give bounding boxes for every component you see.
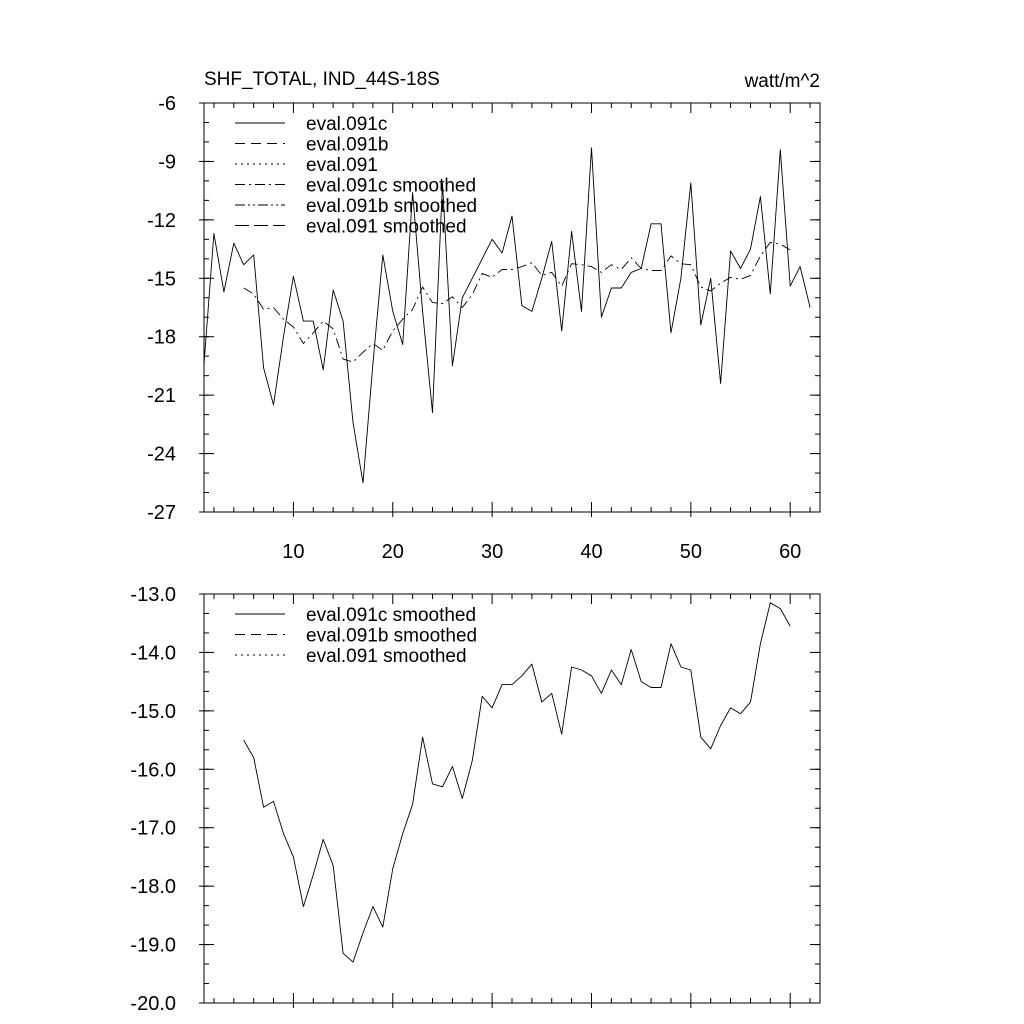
y-tick-label: -15 [147, 268, 176, 290]
y-tick-label: -15.0 [130, 701, 176, 723]
plot-frame [203, 593, 821, 1004]
legend-label: eval.091b [306, 135, 388, 156]
y-tick-label: -16.0 [130, 759, 176, 781]
y-tick-label: -6 [158, 93, 176, 115]
y-tick-label: -24 [147, 444, 176, 466]
y-tick-label: -13.0 [130, 584, 176, 606]
legend-label: eval.091 smoothed [306, 646, 467, 667]
plot-frame [203, 102, 821, 513]
legend-label: eval.091 [306, 155, 378, 176]
y-tick-label: -14.0 [130, 642, 176, 664]
y-tick-label: -18 [147, 327, 176, 349]
bottom-panel: -13.0 -14.0 -15.0 -16.0 -17.0 -18.0 -19.0 -20.0… [130, 584, 821, 1015]
x-tick-label: 40 [580, 541, 602, 563]
y-tick-label: -19.0 [130, 935, 176, 957]
legend-label: eval.091c [306, 114, 387, 135]
y-tick-label: -17.0 [130, 818, 176, 840]
legend-label: eval.091c smoothed [306, 176, 476, 197]
series-line [243, 602, 791, 963]
y-tick-label: -27 [147, 502, 176, 524]
top-panel: SHF_TOTAL, IND_44S-18S watt/m^2 -6 -9 -12 -… [147, 69, 821, 563]
x-tick-label: 60 [779, 541, 801, 563]
x-tick-label: 30 [481, 541, 503, 563]
y-tick-label: -9 [158, 151, 176, 173]
legend-label: eval.091b smoothed [306, 626, 477, 647]
legend-label: eval.091 smoothed [306, 217, 467, 238]
legend-label: eval.091b smoothed [306, 196, 477, 217]
x-tick-label: 10 [282, 541, 304, 563]
series-line [203, 147, 811, 484]
chart-title-right: watt/m^2 [744, 71, 820, 92]
y-tick-label: -12 [147, 210, 176, 232]
x-tick-label: 50 [680, 541, 702, 563]
series-line [243, 241, 791, 363]
y-tick-label: -20.0 [130, 993, 176, 1015]
legend-label: eval.091c smoothed [306, 605, 476, 626]
y-tick-label: -21 [147, 385, 176, 407]
chart-title-left: SHF_TOTAL, IND_44S-18S [204, 69, 440, 90]
y-tick-label: -18.0 [130, 876, 176, 898]
x-tick-label: 20 [382, 541, 404, 563]
